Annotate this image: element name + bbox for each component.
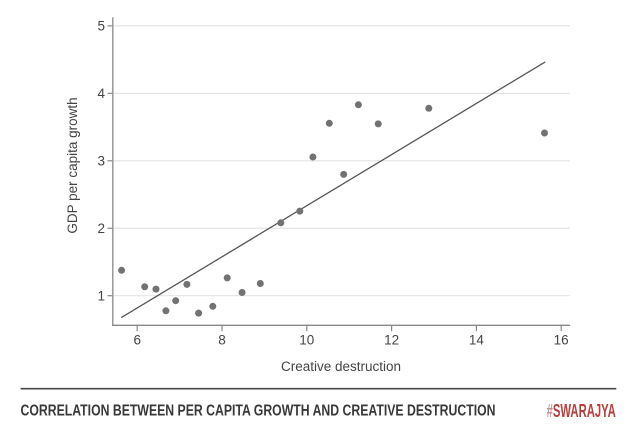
svg-text:Creative destruction: Creative destruction <box>281 359 401 374</box>
svg-text:8: 8 <box>218 332 226 347</box>
svg-text:2: 2 <box>97 221 105 236</box>
svg-text:1: 1 <box>97 289 105 304</box>
svg-text:10: 10 <box>299 332 314 347</box>
svg-text:4: 4 <box>97 86 105 101</box>
svg-text:14: 14 <box>469 332 485 347</box>
svg-text:3: 3 <box>97 154 105 169</box>
svg-text:16: 16 <box>554 332 569 347</box>
svg-text:12: 12 <box>384 332 399 347</box>
svg-text:5: 5 <box>97 19 105 34</box>
svg-text:GDP per capita growth: GDP per capita growth <box>65 97 80 233</box>
svg-text:6: 6 <box>133 332 141 347</box>
svg-text:#SWARAJYA: #SWARAJYA <box>547 400 616 421</box>
svg-text:CORRELATION BETWEEN PER CAPITA: CORRELATION BETWEEN PER CAPITA GROWTH AN… <box>21 403 496 420</box>
